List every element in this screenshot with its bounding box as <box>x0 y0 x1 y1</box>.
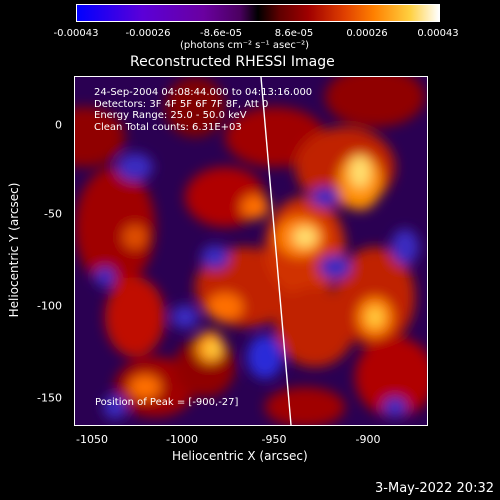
colorbar-tick: -8.6e-05 <box>200 28 242 39</box>
colorbar-unit-label: (photons cm⁻² s⁻¹ asec⁻²) <box>180 40 310 51</box>
rhessi-image <box>75 77 427 425</box>
y-tick-label: 0 <box>55 118 62 132</box>
limb-line <box>260 77 292 425</box>
x-tick-label: -1000 <box>166 433 198 446</box>
colorbar-tick: -0.00043 <box>53 28 99 39</box>
info-line: Energy Range: 25.0 - 50.0 keV <box>94 110 247 121</box>
image-title: Reconstructed RHESSI Image <box>130 54 335 70</box>
info-line: 24-Sep-2004 04:08:44.000 to 04:13:16.000 <box>94 87 313 98</box>
x-tick-label: -950 <box>261 433 287 446</box>
peak-position: Position of Peak = [-900,-27] <box>95 397 239 408</box>
y-tick-label: -100 <box>37 299 62 313</box>
colorbar-tick: 0.00043 <box>417 28 459 39</box>
info-line: Clean Total counts: 6.31E+03 <box>94 121 242 133</box>
x-axis-label: Heliocentric X (arcsec) <box>172 449 308 463</box>
y-tick-label: -150 <box>37 391 62 405</box>
info-line: Detectors: 3F 4F 5F 6F 7F 8F, Att 0 <box>94 98 269 110</box>
colorbar-tick: -0.00026 <box>125 28 171 39</box>
x-tick-label: -1050 <box>76 433 108 446</box>
colorbar-tick: 8.6e-05 <box>274 28 314 39</box>
colorbar-tick: 0.00026 <box>346 28 388 39</box>
y-axis-label: Heliocentric Y (arcsec) <box>7 182 21 318</box>
colorbar <box>76 4 440 22</box>
y-tick-label: -50 <box>44 207 62 221</box>
date-stamp: 3-May-2022 20:32 <box>375 481 494 496</box>
rhessi-image-plot <box>74 76 428 426</box>
observation-info: 24-Sep-2004 04:08:44.000 to 04:13:16.000… <box>94 87 312 133</box>
x-tick-label: -900 <box>355 433 381 446</box>
